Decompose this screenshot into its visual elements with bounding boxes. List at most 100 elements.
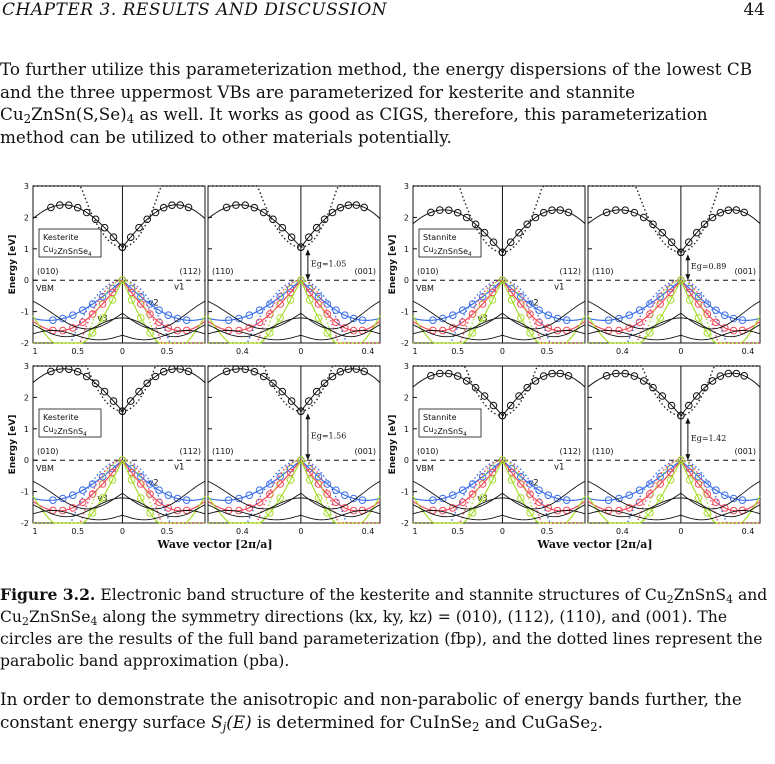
conduction-band-point xyxy=(336,367,345,376)
conduction-band-point xyxy=(320,379,329,388)
material-structure-label: Kesterite xyxy=(43,233,79,242)
plot-frame-left xyxy=(412,365,586,524)
x-tick-label: 0.5 xyxy=(541,347,554,356)
plot-frame-left xyxy=(412,185,586,344)
conduction-band-point xyxy=(732,206,741,214)
valence-band-v2 xyxy=(501,459,586,512)
x-tick-label: 1 xyxy=(412,347,417,356)
conduction-band-point xyxy=(328,372,337,381)
paragraph-text: as well. It works as good as CIGS, there… xyxy=(0,104,708,147)
x-tick-label: 0 xyxy=(120,347,125,356)
caption-text: ZnSnSe xyxy=(28,608,91,626)
valence-band-v1 xyxy=(680,459,761,501)
conduction-band-point xyxy=(427,208,435,217)
y-tick-label: 1 xyxy=(24,245,29,254)
valence-band-v2-point xyxy=(458,498,467,507)
conduction-band-point xyxy=(65,365,73,373)
material-legend-box xyxy=(418,228,482,258)
direction-label: (010) xyxy=(37,267,59,276)
valence-band-v3 xyxy=(207,459,302,524)
conduction-band-point xyxy=(360,203,369,212)
valence-band-v3-point xyxy=(526,509,534,517)
valence-band-v1-point xyxy=(625,491,634,500)
conduction-band-point xyxy=(241,201,249,210)
subscript: 2 xyxy=(471,719,480,734)
vbm-label: VBM xyxy=(36,464,54,473)
direction-label: (112) xyxy=(179,447,201,456)
direction-label: (010) xyxy=(37,447,59,456)
valence-band-v2-point xyxy=(703,490,712,498)
lower-band xyxy=(680,509,761,521)
material-formula-label: Cu2ZnSnSe4 xyxy=(43,245,92,258)
valence-band-v2-point xyxy=(164,504,173,512)
valence-band-v1-point xyxy=(635,486,644,495)
lower-band xyxy=(502,329,586,341)
label-part: 2 xyxy=(54,250,58,256)
conduction-band-point xyxy=(328,208,337,217)
lower-band xyxy=(502,497,586,518)
conduction-band-point xyxy=(716,208,725,217)
valence-band-pba xyxy=(208,459,301,524)
label-part: 2 xyxy=(54,430,58,436)
valence-band-v1-point xyxy=(255,306,264,314)
lower-band xyxy=(207,300,302,330)
valence-band-v3-point xyxy=(108,296,117,304)
conduction-band-point xyxy=(47,203,55,212)
valence-band-v2-point xyxy=(526,490,534,498)
y-tick-label: 2 xyxy=(404,213,409,222)
conduction-band-pba xyxy=(413,185,503,253)
figure-caption: Figure 3.2. Electronic band structure of… xyxy=(0,584,772,672)
caption-text: and Cu xyxy=(0,586,768,626)
label-part: ZnSnS xyxy=(437,427,463,436)
lower-band xyxy=(587,317,681,338)
valence-band-v2 xyxy=(680,459,761,512)
valence-band-v3-point xyxy=(127,476,136,484)
conduction-band-point xyxy=(564,208,573,217)
page-header: CHAPTER 3. RESULTS AND DISCUSSION 44 xyxy=(0,0,775,20)
direction-label: (001) xyxy=(354,447,376,456)
conduction-band-point xyxy=(126,233,135,242)
valence-band-pba xyxy=(588,279,681,344)
conduction-band-point xyxy=(305,233,313,242)
valence-band-v3 xyxy=(207,279,302,344)
material-legend-box xyxy=(418,408,482,438)
conduction-band-point xyxy=(135,387,143,396)
conduction-band-point xyxy=(278,387,287,396)
subscript: 4 xyxy=(90,615,98,628)
valence-band-v1-point xyxy=(245,311,254,319)
lower-band xyxy=(122,300,206,330)
lower-band xyxy=(122,480,206,510)
conduction-band-point xyxy=(724,369,733,378)
valence-band-v2-point xyxy=(255,318,264,327)
valence-band-v2-point xyxy=(341,324,349,332)
y-tick-label: 0 xyxy=(24,276,29,285)
label-part: 4 xyxy=(83,432,87,438)
x-tick-label: 0 xyxy=(678,347,683,356)
gap-arrow-head xyxy=(305,274,311,281)
valence-band-v1-point xyxy=(314,472,323,481)
material-legend-box xyxy=(38,228,102,258)
valence-band-v1-point xyxy=(98,472,107,481)
plot-frame-right xyxy=(207,365,381,524)
valence-band-pba xyxy=(413,279,503,344)
y-tick-label: 3 xyxy=(24,362,29,371)
valence-band-v1-point xyxy=(78,306,87,314)
vbm-label: VBM xyxy=(36,284,54,293)
lower-band xyxy=(207,317,301,338)
valence-band-pba xyxy=(588,459,681,524)
conduction-band-point xyxy=(685,238,693,246)
valence-band-v1-point xyxy=(646,300,654,308)
band-label-v1: v1 xyxy=(174,283,184,293)
valence-band-v3-point xyxy=(118,276,127,284)
valence-band-v1-point xyxy=(721,311,729,319)
valence-band-v2-point xyxy=(78,318,87,327)
valence-band-v2 xyxy=(501,279,586,332)
valence-band-v2-point xyxy=(255,498,264,507)
conduction-band-pba xyxy=(502,365,585,417)
valence-band-v2 xyxy=(32,279,123,332)
valence-band-v1-point xyxy=(266,300,274,308)
conduction-band-point xyxy=(692,392,701,400)
valence-band-v1-point xyxy=(49,316,57,324)
y-tick-label: 0 xyxy=(404,456,409,465)
valence-band-v2-point xyxy=(694,300,703,308)
